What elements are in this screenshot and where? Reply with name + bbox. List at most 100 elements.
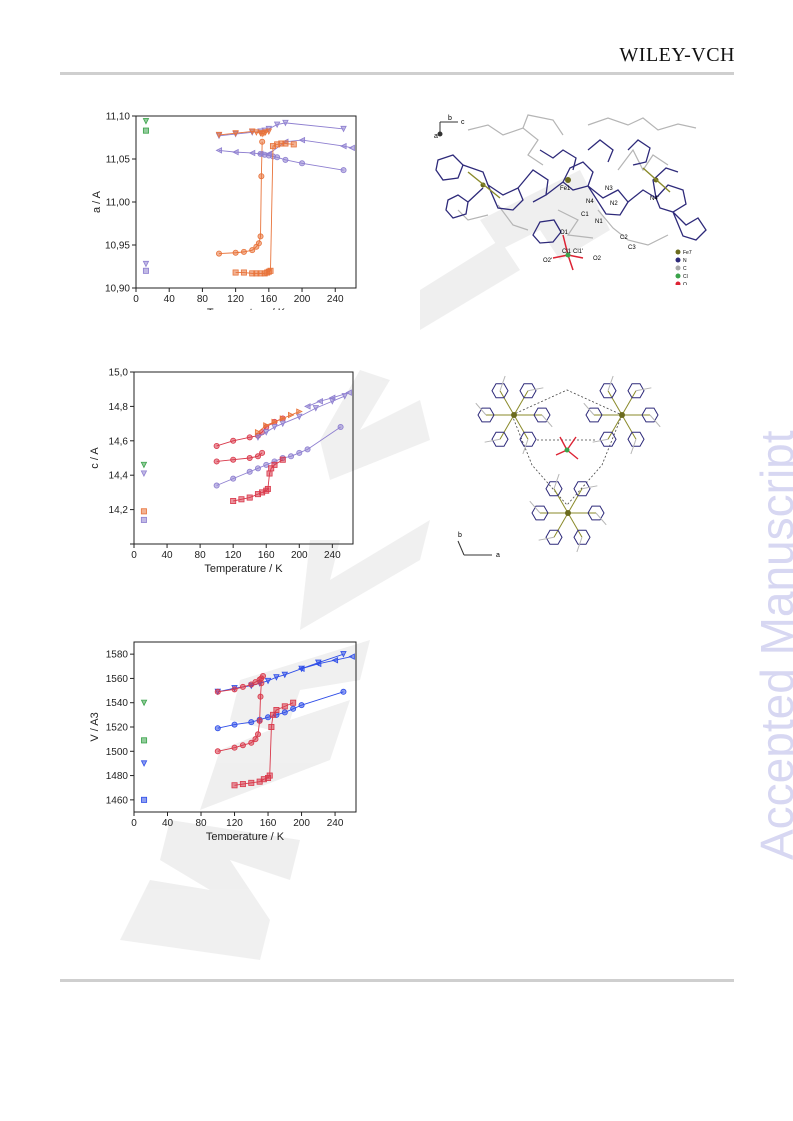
data-point <box>271 418 278 426</box>
data-point <box>262 429 270 436</box>
data-point <box>142 118 150 125</box>
data-point <box>259 449 266 456</box>
data-point <box>240 248 247 255</box>
fe-n-bond <box>553 512 569 538</box>
data-series <box>254 393 348 441</box>
data-point <box>258 680 265 687</box>
data-point <box>340 651 347 658</box>
element-legend <box>675 249 681 285</box>
header-rule <box>60 72 734 75</box>
label-fe1: Fe1 <box>560 186 571 192</box>
fe-n-bond <box>499 390 515 416</box>
y-tick-label: 10,90 <box>105 284 130 295</box>
data-point <box>258 173 265 180</box>
crystal-structure-side-view: b c a Fe1 N3 <box>434 114 707 285</box>
chain-bond <box>499 375 506 391</box>
data-point <box>267 267 274 274</box>
data-point <box>140 699 148 707</box>
label-n3: N3 <box>605 186 613 192</box>
data-point <box>282 119 289 127</box>
data-series <box>214 680 265 755</box>
chain-bond <box>630 439 637 455</box>
data-series <box>213 424 344 489</box>
fe-n-bond <box>553 488 569 514</box>
data-point <box>273 707 280 714</box>
y-axis-label: a / A <box>91 190 103 213</box>
ligand-ring <box>587 505 605 521</box>
x-axis-label: Temperature / K <box>207 307 286 310</box>
chain-bond <box>527 387 544 392</box>
ligand-ring <box>545 481 563 497</box>
data-series <box>142 118 150 125</box>
y-tick-label: 14,4 <box>109 471 129 482</box>
data-point <box>232 269 239 276</box>
y-tick-label: 1540 <box>106 698 129 709</box>
ligand-ring <box>573 481 591 497</box>
publisher-logo: WILEY-VCH <box>619 44 735 66</box>
data-point <box>268 724 275 731</box>
data-point <box>214 725 221 732</box>
data-point <box>232 130 239 137</box>
y-axis-label: c / A <box>89 447 101 469</box>
y-tick-label: 11,05 <box>106 155 131 166</box>
data-series <box>141 737 148 744</box>
x-tick-label: 0 <box>131 818 137 829</box>
data-point <box>216 250 223 257</box>
data-point <box>279 415 287 422</box>
data-point <box>265 128 273 135</box>
fe-n-bond <box>621 414 637 440</box>
axes-indicator-bottom <box>457 540 492 556</box>
axes-indicator-top <box>437 121 458 137</box>
ligand-ring <box>599 383 617 399</box>
y-tick-label: 11,10 <box>106 112 131 123</box>
data-point <box>328 394 336 402</box>
data-point <box>140 508 147 515</box>
fe-n-bond <box>621 390 637 416</box>
ligand-ring <box>531 505 549 521</box>
lattice-a-chart: 0 40 80 120 160 200 240 10,90 10,95 11,00 11,05 11,… <box>91 112 357 310</box>
data-point <box>231 686 238 693</box>
data-point <box>299 160 306 167</box>
data-point <box>231 782 238 789</box>
label-c2: C2 <box>620 235 628 241</box>
data-series <box>215 128 273 139</box>
data-point <box>213 458 220 465</box>
data-point <box>263 461 270 468</box>
data-point <box>279 456 286 463</box>
x-tick-label: 120 <box>226 818 243 829</box>
data-point <box>279 420 287 428</box>
data-point <box>340 142 347 150</box>
data-series <box>214 688 347 732</box>
axis-label-b-bottom: b <box>458 532 462 539</box>
legend-n: N <box>683 258 687 264</box>
data-point <box>340 688 347 695</box>
x-axis-label: Temperature / K <box>204 563 283 575</box>
data-point <box>345 389 352 396</box>
series-line <box>301 656 352 670</box>
data-point <box>264 485 271 492</box>
label-o2: O2 <box>593 256 602 262</box>
ligand-cluster-bottom <box>529 473 607 553</box>
data-series <box>140 699 148 707</box>
x-tick-label: 0 <box>133 294 139 305</box>
label-c3: C3 <box>628 245 636 251</box>
y-tick-label: 14,6 <box>109 436 129 447</box>
data-point <box>282 156 289 163</box>
ligand-ring <box>641 407 659 423</box>
y-axis-label: V / A3 <box>89 712 101 741</box>
legend-o: O <box>683 282 687 285</box>
volume-chart: 0 40 80 120 160 200 240 1460 1480 1500 1520 1540 156… <box>89 641 357 840</box>
data-point <box>288 411 295 419</box>
data-point <box>348 144 355 152</box>
x-tick-label: 80 <box>197 294 209 305</box>
y-tick-label: 1480 <box>106 771 129 782</box>
data-point <box>298 136 306 144</box>
data-point <box>248 128 256 135</box>
data-point <box>253 129 260 136</box>
data-series <box>257 150 347 174</box>
x-tick-label: 240 <box>327 294 344 305</box>
legend-c: C <box>683 266 687 272</box>
data-point <box>340 125 347 133</box>
ligand-ring <box>599 431 617 447</box>
data-point <box>246 494 253 501</box>
